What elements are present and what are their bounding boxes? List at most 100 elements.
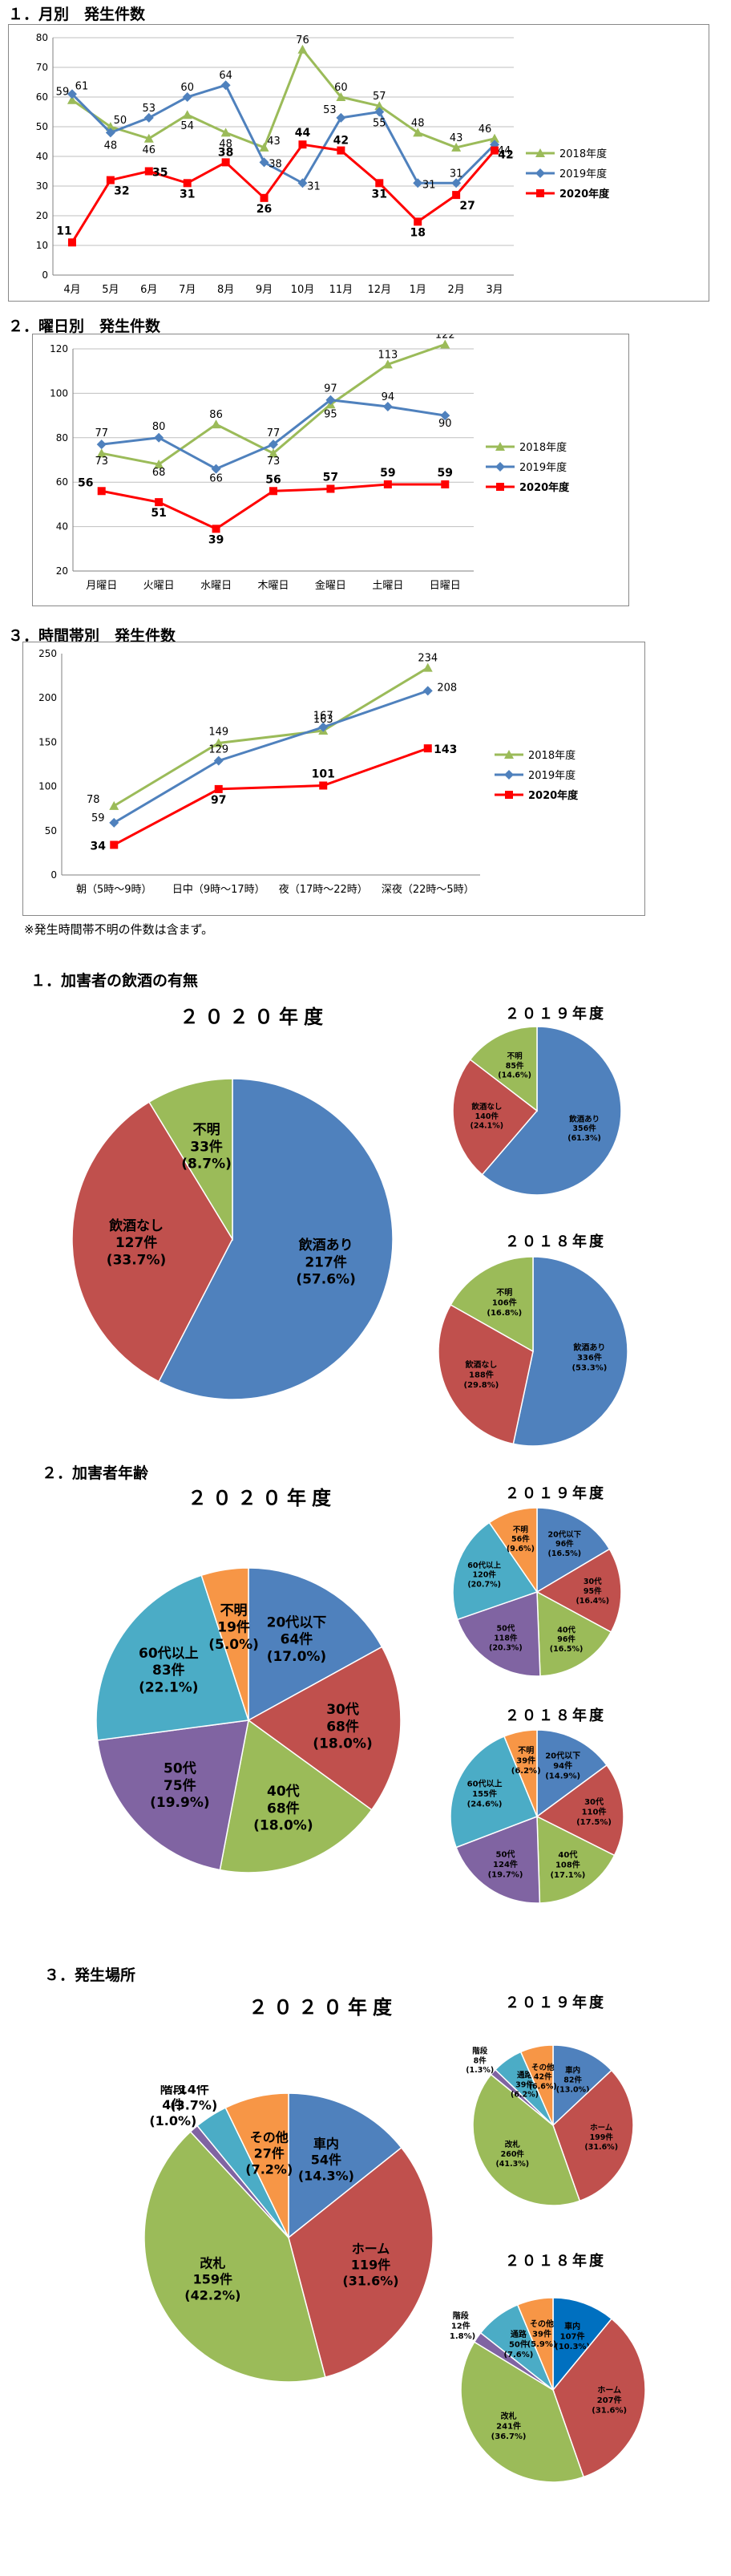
pie-label: 階段 (472, 2046, 488, 2056)
x-tick-label: 月曜日 (86, 580, 117, 592)
x-tick-label: 夜（17時～22時） (279, 884, 368, 896)
data-label: 78 (87, 794, 100, 806)
pie-label: 60代以上 (467, 1779, 503, 1789)
pie-slice (512, 1256, 628, 1447)
pie-label: 199件 (590, 2132, 614, 2142)
pie-label: (1.3%) (466, 2066, 494, 2075)
series-line-2019年度 (113, 689, 429, 824)
legend-label: 2018年度 (519, 441, 567, 454)
pie-label: 階段 (160, 2085, 187, 2096)
pie-label: 68件 (326, 1718, 359, 1735)
data-label: 31 (450, 168, 463, 180)
y-tick-label: 100 (50, 387, 68, 399)
data-point (383, 480, 392, 488)
section-title-drinking: １．加害者の飲酒の有無 (30, 972, 199, 990)
data-point (220, 80, 231, 91)
data-label: 73 (267, 456, 281, 468)
data-point (440, 339, 450, 349)
pie-label: 60代以上 (139, 1645, 199, 1662)
data-point (413, 178, 423, 188)
pie-label: 118件 (494, 1634, 518, 1643)
y-tick-label: 20 (36, 210, 48, 221)
data-label: 53 (323, 104, 337, 116)
pie-label: 飲酒あり (298, 1237, 353, 1254)
pie-label: 40代 (267, 1783, 300, 1800)
pie-label: (16.8%) (487, 1309, 522, 1318)
data-label: 60 (334, 82, 348, 94)
data-point (440, 411, 450, 421)
data-label: 50 (114, 115, 127, 127)
data-point (144, 167, 153, 176)
pie-slice (536, 1729, 608, 1818)
y-tick-label: 250 (38, 648, 57, 659)
data-point (413, 128, 423, 137)
data-point (452, 191, 461, 200)
data-label: 51 (151, 507, 166, 520)
pie-label: 改札 (505, 2140, 521, 2149)
data-point (326, 484, 335, 493)
pie-label: 119件 (351, 2258, 390, 2273)
pie-label: 155件 (472, 1788, 497, 1799)
y-tick-label: 100 (38, 781, 57, 792)
pie-label: (6.2%) (511, 2090, 539, 2099)
pie-label: 241件 (496, 2420, 521, 2431)
legend-label: 2020年度 (528, 789, 579, 802)
legend-label: 2018年度 (559, 148, 607, 160)
data-label: 38 (269, 158, 282, 170)
pie-label: 336件 (577, 1352, 602, 1363)
data-label: 66 (209, 473, 223, 485)
legend-marker (496, 483, 504, 491)
data-label: 122 (435, 334, 455, 341)
pie-label: (20.7%) (467, 1581, 501, 1590)
line-chart-monthly: 0 10 20 30 40 50 60 70 80 4月 5月 6月 7月 8月 9月 10月 11月 12月 1月… (8, 24, 709, 302)
data-label: 18 (410, 226, 425, 239)
pie-title-drinking-2019: ２０１９年度 (505, 1006, 606, 1023)
pie-label: (31.6%) (584, 2143, 618, 2152)
pie-label: 33件 (190, 1138, 223, 1155)
series-line-2020年度 (71, 143, 496, 244)
legend-marker (535, 148, 545, 157)
pie-label: 車内 (564, 2321, 580, 2331)
x-tick-label: 8月 (217, 284, 234, 296)
pie-label: (14.6%) (498, 1071, 531, 1080)
pie-slice (552, 2297, 613, 2392)
pie-title-location-2018: ２０１８年度 (505, 2253, 606, 2270)
data-label: 101 (312, 768, 335, 780)
data-point (213, 755, 224, 766)
pie-label: 82件 (563, 2075, 582, 2084)
pie-slice (450, 1256, 534, 1353)
data-label: 11 (56, 225, 71, 237)
legend-marker (504, 750, 514, 759)
pie-label: 20代以下 (545, 1750, 580, 1760)
data-label: 234 (418, 653, 438, 665)
pie-label: (18.0%) (253, 1818, 313, 1834)
pie-label: 75件 (164, 1777, 196, 1794)
pie-label: (24.6%) (467, 1800, 503, 1809)
data-label: 80 (152, 421, 166, 433)
pie-slice (503, 1729, 538, 1817)
pie-label: 不明 (513, 1525, 529, 1534)
pie-label: (16.5%) (548, 1549, 582, 1558)
pie-slice (247, 1646, 402, 1811)
pie-label: (3.7%) (170, 2098, 217, 2113)
data-point (319, 781, 328, 790)
data-label: 34 (91, 840, 107, 853)
pie-label: 39件 (516, 1756, 535, 1766)
y-tick-label: 80 (56, 432, 68, 444)
data-point (67, 95, 77, 104)
legend-marker (536, 189, 544, 197)
section-title-age: ２．加害者年齢 (42, 1464, 149, 1482)
pie-label: (24.1%) (471, 1122, 504, 1131)
data-point (336, 112, 346, 123)
section-title-location: ３．発生場所 (44, 1966, 136, 1984)
y-tick-label: 50 (36, 121, 48, 132)
pie-slice (519, 2044, 554, 2126)
x-tick-label: 1月 (410, 284, 426, 296)
pie-label: 68件 (267, 1800, 300, 1817)
data-label: 44 (498, 145, 511, 157)
pie-slice (288, 2146, 434, 2378)
